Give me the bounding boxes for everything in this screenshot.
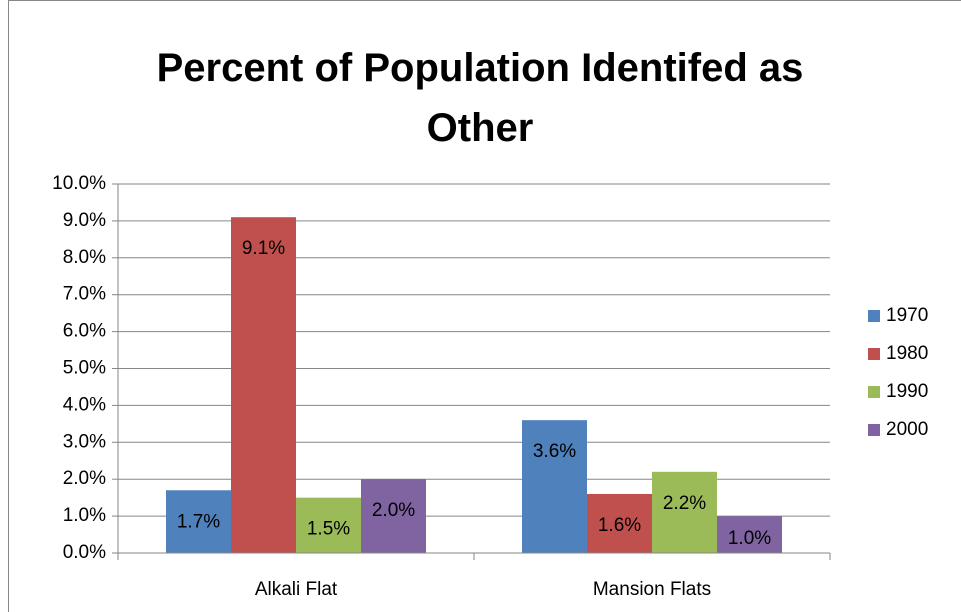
bar bbox=[361, 479, 426, 553]
bar bbox=[587, 493, 652, 553]
bar bbox=[166, 490, 231, 553]
value-label: 2.2% bbox=[663, 493, 706, 514]
x-tick-label: Mansion Flats bbox=[593, 579, 711, 600]
y-tick-label: 6.0% bbox=[63, 321, 106, 342]
y-tick-label: 2.0% bbox=[63, 468, 106, 489]
y-tick-label: 4.0% bbox=[63, 394, 106, 415]
y-tick-label: 5.0% bbox=[63, 358, 106, 379]
y-tick-label: 9.0% bbox=[63, 210, 106, 231]
bar bbox=[296, 497, 361, 553]
chart-title: Percent of Population Identifed as Other bbox=[156, 46, 804, 150]
legend-swatch bbox=[868, 310, 880, 322]
legend-label: 1970 bbox=[886, 305, 928, 326]
y-tick-label: 8.0% bbox=[63, 247, 106, 268]
bar bbox=[652, 471, 717, 553]
y-tick-label: 1.0% bbox=[63, 505, 106, 526]
bar bbox=[231, 217, 296, 553]
y-tick-label: 7.0% bbox=[63, 284, 106, 305]
value-label: 1.7% bbox=[177, 511, 220, 532]
y-tick-label: 3.0% bbox=[63, 431, 106, 452]
legend-swatch bbox=[868, 348, 880, 360]
value-label: 1.6% bbox=[598, 515, 641, 536]
chart-border bbox=[8, 0, 961, 612]
value-label: 3.6% bbox=[533, 441, 576, 462]
bar bbox=[522, 420, 587, 553]
value-label: 1.0% bbox=[728, 528, 771, 549]
legend-label: 2000 bbox=[886, 419, 928, 440]
x-tick-label: Alkali Flat bbox=[255, 579, 338, 600]
value-label: 9.1% bbox=[242, 238, 285, 259]
legend-label: 1980 bbox=[886, 343, 928, 364]
value-label: 1.5% bbox=[307, 519, 350, 540]
y-tick-label: 10.0% bbox=[52, 173, 106, 194]
bar bbox=[717, 516, 782, 553]
value-label: 2.0% bbox=[372, 500, 415, 521]
y-tick-label: 0.0% bbox=[63, 542, 106, 563]
legend-swatch bbox=[868, 424, 880, 436]
legend-swatch bbox=[868, 386, 880, 398]
legend-label: 1990 bbox=[886, 381, 928, 402]
